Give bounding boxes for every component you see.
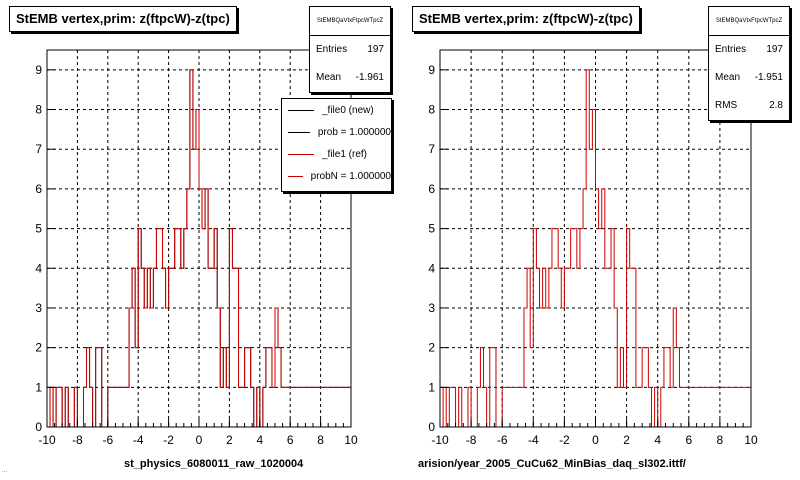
right-stats-rms: RMS 2.8 [709,92,789,120]
right-panel: -10 -8 -6 -4 -2 0 2 4 6 8 10 0 1 2 3 4 5 6 7 8 9 StEMB verte… [400,0,800,480]
y-tick-label: 6 [35,182,42,196]
x-tick-label: 0 [196,433,203,447]
x-tick-label: 6 [287,433,294,447]
y-tick-label: 1 [35,380,42,394]
x-tick-label: -4 [133,433,144,447]
legend-item-prob: prob = 1.000000 [282,121,391,143]
y-tick-label: 6 [428,182,435,196]
y-tick-label: 0 [428,420,435,434]
left-stats-entries-label: Entries [316,44,348,55]
legend-label-prob: prob = 1.000000 [317,126,391,138]
left-x-axis-label: st_physics_6080011_raw_1020004 [124,458,304,470]
x-tick-label: -10 [38,433,56,447]
x-tick-label: -8 [466,433,477,447]
legend-line-prob [288,131,310,133]
right-stats-mean: Mean -1.951 [709,64,789,92]
right-stats-entries-value: 197 [766,44,783,55]
right-stats-entries-label: Entries [715,44,747,55]
left-title: StEMB vertex,prim: z(ftpcW)-z(tpc) [9,6,237,32]
y-tick-label: 0 [35,420,42,434]
y-tick-label: 5 [428,222,435,236]
y-tick-label: 7 [428,142,435,156]
y-tick-label: 8 [35,103,42,117]
footer-text: ... [2,468,8,474]
x-tick-label: 8 [717,433,724,447]
left-stats-mean-value: -1.961 [355,72,384,83]
legend-line-new [288,109,314,111]
y-tick-label: 1 [428,380,435,394]
x-tick-label: 10 [344,433,358,447]
x-tick-label: -10 [431,433,449,447]
left-stats-mean: Mean -1.961 [310,64,390,92]
legend-item-new: _file0 (new) [282,99,391,121]
x-tick-label: 2 [226,433,233,447]
left-stats-entries: Entries 197 [310,36,390,64]
x-tick-label: 10 [744,433,758,447]
x-tick-label: 0 [592,433,599,447]
y-tick-label: 2 [428,341,435,355]
y-tick-label: 9 [35,63,42,77]
right-x-axis-label: arision/year_2005_CuCu62_MinBias_daq_sl3… [418,458,686,470]
x-tick-label: 2 [623,433,630,447]
histogram-series-0 [440,69,751,428]
right-stats-box: StEMBQaVtxFtpcWTpcZ Entries 197 Mean -1.… [708,6,790,121]
y-tick-label: 2 [35,341,42,355]
legend-label-probn: probN = 1.000000 [310,170,391,182]
left-stats-entries-value: 197 [367,44,384,55]
left-stats-box: StEMBQaVtxFtpcWTpcZ Entries 197 Mean -1.… [309,6,391,93]
right-stats-rms-value: 2.8 [769,100,783,111]
left-stats-name: StEMBQaVtxFtpcWTpcZ [310,7,390,36]
y-tick-label: 7 [35,142,42,156]
y-tick-label: 8 [428,103,435,117]
legend-item-ref: _file1 (ref) [282,143,391,165]
y-tick-label: 4 [428,261,435,275]
legend-line-ref [288,153,314,155]
legend-label-new: _file0 (new) [322,104,374,116]
right-stats-mean-value: -1.951 [754,72,783,83]
right-stats-entries: Entries 197 [709,36,789,64]
legend-item-probn: probN = 1.000000 [282,165,391,187]
x-tick-label: 6 [685,433,692,447]
x-tick-label: -8 [72,433,83,447]
left-panel: -10 -8 -6 -4 -2 0 2 4 6 8 10 0 1 2 3 4 5 6 7 8 9 StEMB verte… [9,6,392,470]
right-stats-name: StEMBQaVtxFtpcWTpcZ [709,7,789,36]
histogram-series-1 [47,69,351,428]
y-tick-label: 3 [35,301,42,315]
x-tick-label: -2 [559,433,570,447]
right-title: StEMB vertex,prim: z(ftpcW)-z(tpc) [412,6,640,32]
x-tick-label: -4 [528,433,539,447]
x-tick-label: 8 [317,433,324,447]
x-tick-label: -2 [163,433,174,447]
right-stats-rms-label: RMS [715,100,738,111]
y-tick-label: 9 [428,63,435,77]
y-tick-label: 5 [35,222,42,236]
y-tick-label: 3 [428,301,435,315]
y-tick-label: 4 [35,261,42,275]
right-stats-mean-label: Mean [715,72,741,83]
left-histogram: -10 -8 -6 -4 -2 0 2 4 6 8 10 0 1 2 3 4 5 6 7 8 9 [35,49,358,447]
left-stats-mean-label: Mean [316,72,342,83]
x-tick-label: 4 [654,433,661,447]
legend-line-probn [288,175,303,177]
right-histogram: -10 -8 -6 -4 -2 0 2 4 6 8 10 0 1 2 3 4 5 6 7 8 9 [428,49,758,447]
x-tick-label: -6 [102,433,113,447]
x-tick-label: 4 [256,433,263,447]
left-legend: _file0 (new) prob = 1.000000 _file1 (ref… [281,98,392,192]
legend-label-ref: _file1 (ref) [322,148,368,160]
x-tick-label: -6 [497,433,508,447]
